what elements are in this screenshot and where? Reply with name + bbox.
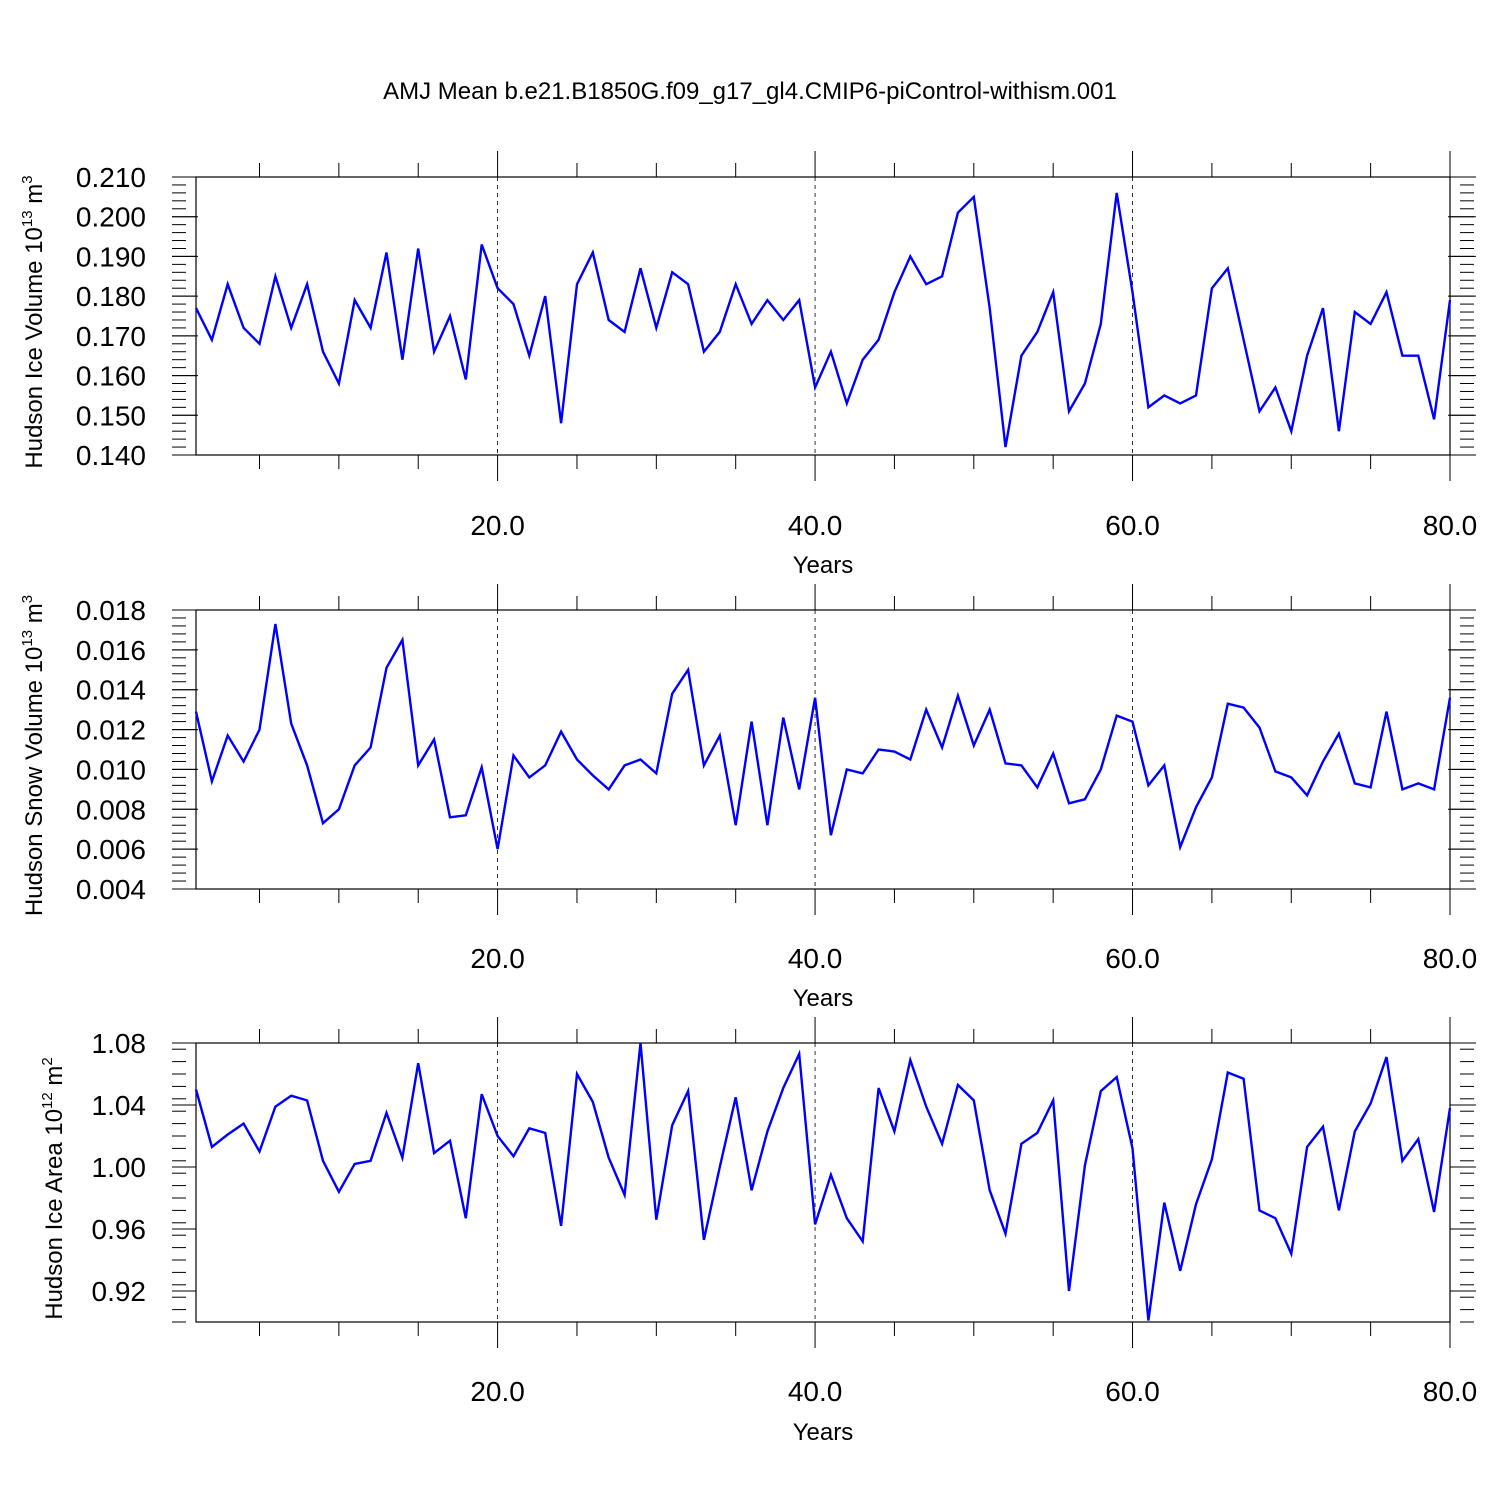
series-line — [194, 192, 1452, 448]
plot-frame — [195, 1042, 1451, 1323]
x-tick-label: 20.0 — [470, 943, 525, 974]
x-tick-label: 40.0 — [788, 510, 843, 541]
y-tick-label: 0.012 — [76, 715, 146, 746]
x-tick-label: 40.0 — [788, 1376, 843, 1407]
x-axis-title: Years — [793, 985, 854, 1012]
plot-frame — [195, 176, 1451, 456]
y-tick-label: 0.140 — [76, 440, 146, 471]
y-tick-label: 0.200 — [76, 202, 146, 233]
page-title: AMJ Mean b.e21.B1850G.f09_g17_gl4.CMIP6-… — [383, 78, 1117, 105]
y-tick-label: 0.92 — [92, 1276, 147, 1307]
y-tick-label: 0.018 — [76, 595, 146, 626]
x-tick-label: 20.0 — [470, 1376, 525, 1407]
x-tick-label: 40.0 — [788, 943, 843, 974]
y-tick-label: 0.190 — [76, 241, 146, 272]
x-tick-label: 80.0 — [1423, 1376, 1478, 1407]
y-tick-label: 1.04 — [92, 1090, 147, 1121]
y-tick-label: 0.180 — [76, 281, 146, 312]
y-tick-label: 0.004 — [76, 874, 146, 905]
chart-panel-3: 0.92 0.96 1.00 1.04 1.08 20.0 40.0 60.0 80.0 Year… — [39, 1017, 1477, 1446]
x-tick-label: 80.0 — [1423, 943, 1478, 974]
y-tick-label: 0.010 — [76, 754, 146, 785]
y-tick-label: 0.96 — [92, 1214, 147, 1245]
y-tick-label: 0.160 — [76, 361, 146, 392]
y-axis-title: Hudson Snow Volume 1013 m3 — [19, 595, 48, 916]
y-tick-label: 0.150 — [76, 400, 146, 431]
y-tick-label: 0.008 — [76, 794, 146, 825]
x-tick-label: 80.0 — [1423, 510, 1478, 541]
x-axis-title: Years — [793, 552, 854, 579]
y-tick-label: 0.014 — [76, 675, 146, 706]
y-axis-title: Hudson Ice Volume 1013 m3 — [19, 175, 48, 468]
y-tick-label: 0.170 — [76, 321, 146, 352]
x-tick-label: 20.0 — [470, 510, 525, 541]
x-tick-label: 60.0 — [1105, 943, 1160, 974]
y-tick-label: 1.08 — [92, 1028, 147, 1059]
y-axis-title: Hudson Ice Area 1012 m2 — [39, 1057, 68, 1320]
y-tick-label: 1.00 — [92, 1152, 147, 1183]
y-tick-label: 0.006 — [76, 834, 146, 865]
plot-frame — [195, 609, 1451, 890]
y-tick-label: 0.016 — [76, 635, 146, 666]
y-tick-label: 0.210 — [76, 162, 146, 193]
series-line — [194, 1042, 1452, 1321]
x-tick-label: 60.0 — [1105, 1376, 1160, 1407]
x-axis-title: Years — [793, 1419, 854, 1446]
chart-panel-2: 0.004 0.006 0.008 0.010 0.012 0.014 0.016 0.018… — [19, 584, 1477, 1012]
x-tick-label: 60.0 — [1105, 510, 1160, 541]
series-line — [194, 623, 1452, 852]
chart-panel-1: 0.140 0.150 0.160 0.170 0.180 0.190 0.200 0.210… — [19, 151, 1477, 579]
